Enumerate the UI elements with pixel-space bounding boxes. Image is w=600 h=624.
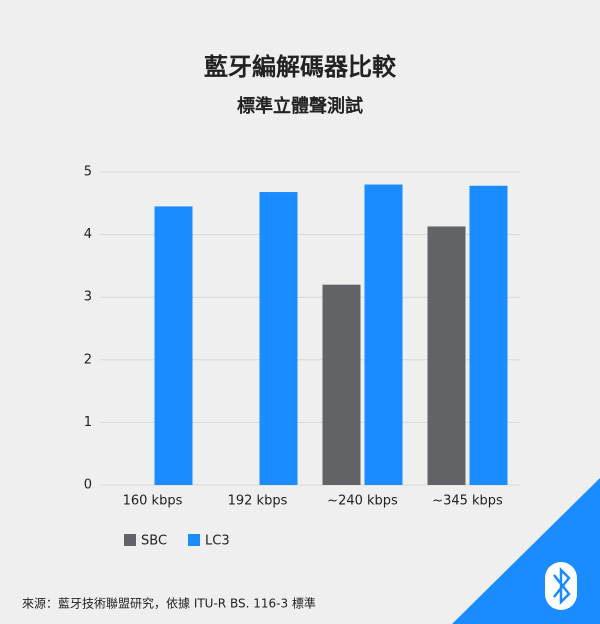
bar [259, 192, 298, 486]
legend-swatch [124, 534, 136, 546]
legend-swatch [188, 534, 200, 546]
legend-label: SBC [141, 534, 167, 549]
chart-title: 藍牙編解碼器比較 [204, 53, 397, 81]
y-tick-label: 4 [84, 227, 92, 242]
y-tick-label: 3 [84, 290, 92, 305]
bar [154, 206, 193, 485]
bar [469, 185, 508, 485]
chart-subtitle: 標準立體聲測試 [237, 95, 363, 117]
x-tick-label: ~345 kbps [432, 494, 503, 509]
x-tick-label: 160 kbps [123, 494, 183, 509]
source-note: 來源：藍牙技術聯盟研究，依據 ITU-R BS. 116-3 標準 [22, 596, 316, 611]
bluetooth-corner [452, 478, 600, 624]
y-tick-label: 5 [84, 165, 92, 180]
bar [322, 284, 361, 485]
legend-label: LC3 [205, 534, 230, 549]
x-tick-label: ~240 kbps [327, 494, 398, 509]
bar [364, 184, 403, 485]
y-tick-label: 1 [84, 415, 92, 430]
x-tick-label: 192 kbps [228, 494, 288, 509]
y-tick-label: 2 [84, 352, 92, 367]
y-tick-label: 0 [84, 478, 92, 493]
bar [427, 226, 466, 485]
